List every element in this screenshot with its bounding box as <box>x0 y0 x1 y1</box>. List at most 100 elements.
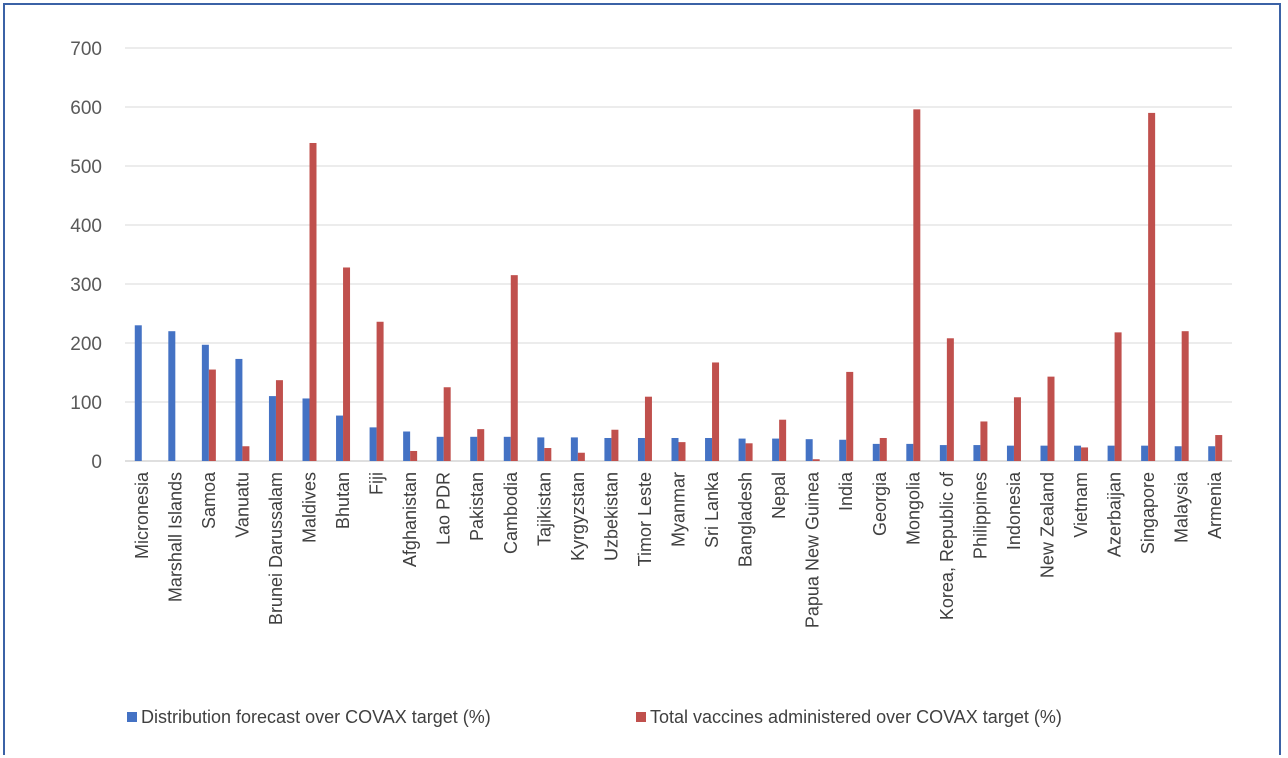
bar-distribution <box>235 358 243 461</box>
bar-distribution <box>134 325 142 461</box>
bar-distribution <box>906 443 914 461</box>
bar-distribution <box>1141 445 1149 461</box>
bar-distribution <box>1107 445 1115 461</box>
bar-distribution <box>369 427 377 461</box>
x-category-label: Cambodia <box>501 471 521 554</box>
bar-distribution <box>872 443 880 461</box>
legend-label: Total vaccines administered over COVAX t… <box>650 707 1062 727</box>
legend-label: Distribution forecast over COVAX target … <box>141 707 491 727</box>
bar-distribution <box>302 398 310 461</box>
bar-administered <box>879 437 887 461</box>
bar-administered <box>1081 447 1089 461</box>
x-category-label: Kyrgyzstan <box>568 472 588 561</box>
x-category-label: Afghanistan <box>400 472 420 567</box>
bar-distribution <box>1006 445 1014 461</box>
bar-distribution <box>939 445 947 461</box>
x-category-label: Myanmar <box>669 472 689 547</box>
x-category-label: Sri Lanka <box>702 471 722 548</box>
bar-administered <box>745 443 753 461</box>
x-category-label: Micronesia <box>132 471 152 559</box>
bar-distribution <box>738 438 746 461</box>
bar-administered <box>376 321 384 461</box>
y-tick-label: 300 <box>70 275 102 296</box>
bar-administered <box>812 459 820 461</box>
bar-administered <box>510 275 518 461</box>
x-category-label: Georgia <box>870 471 890 536</box>
y-tick-label: 0 <box>91 452 102 473</box>
bar-administered <box>980 421 988 461</box>
gridlines <box>125 47 1232 462</box>
bar-distribution <box>403 431 411 461</box>
x-category-label: India <box>836 471 856 511</box>
y-tick-label: 700 <box>70 39 102 60</box>
y-tick-label: 400 <box>70 216 102 237</box>
bar-distribution <box>570 437 578 461</box>
bar-distribution <box>1174 446 1182 461</box>
legend-swatch <box>127 712 137 722</box>
bar-administered <box>477 429 485 461</box>
bar-administered <box>343 267 351 461</box>
x-category-label: Pakistan <box>467 472 487 541</box>
bar-distribution <box>973 445 981 461</box>
bar-administered <box>309 142 317 462</box>
y-axis-tick-labels: 0 100 200 300 400 500 600 700 <box>70 39 102 473</box>
bar-administered <box>644 396 652 461</box>
bar-distribution <box>604 437 612 461</box>
x-category-label: Korea, Republic of <box>937 471 957 620</box>
x-category-label: Maldives <box>300 472 320 543</box>
bar-distribution <box>1040 445 1048 461</box>
bar-distribution <box>537 437 545 461</box>
legend-swatch <box>636 712 646 722</box>
bars <box>134 109 1223 462</box>
x-category-label: New Zealand <box>1038 472 1058 578</box>
bar-administered <box>275 380 283 461</box>
bar-distribution <box>470 436 478 461</box>
x-category-label: Tajikistan <box>534 472 554 546</box>
bar-distribution <box>168 331 176 461</box>
y-tick-label: 600 <box>70 98 102 119</box>
chart-frame <box>3 3 1281 755</box>
bar-administered <box>846 371 854 461</box>
y-tick-label: 500 <box>70 157 102 178</box>
x-category-label: Vanuatu <box>232 472 252 538</box>
bar-administered <box>1148 112 1156 462</box>
x-category-label: Fiji <box>367 472 387 495</box>
bar-distribution <box>705 437 713 461</box>
bar-distribution <box>201 344 209 461</box>
x-category-label: Marshall Islands <box>165 472 185 602</box>
bar-distribution <box>268 396 276 461</box>
x-category-label: Brunei Darussalam <box>266 472 286 625</box>
x-category-label: Philippines <box>970 472 990 559</box>
x-category-label: Nepal <box>769 472 789 519</box>
bar-distribution <box>839 439 847 461</box>
bar-administered <box>712 362 720 461</box>
x-category-label: Uzbekistan <box>601 472 621 561</box>
bar-administered <box>1114 332 1122 461</box>
bar-administered <box>1047 376 1055 461</box>
y-tick-label: 200 <box>70 334 102 355</box>
bar-administered <box>1013 397 1021 461</box>
bar-distribution <box>336 415 344 461</box>
bar-distribution <box>503 436 511 461</box>
bar-distribution <box>805 439 813 461</box>
bar-administered <box>913 109 921 462</box>
bar-administered <box>946 338 954 461</box>
x-category-label: Bhutan <box>333 472 353 529</box>
x-category-label: Indonesia <box>1004 471 1024 550</box>
x-category-label: Timor Leste <box>635 472 655 566</box>
bar-administered <box>678 442 686 461</box>
bar-distribution <box>772 438 780 461</box>
bar-administered <box>611 429 619 461</box>
x-category-label: Mongolia <box>903 471 923 545</box>
bar-administered <box>410 450 418 461</box>
bar-administered <box>208 369 216 461</box>
bar-distribution <box>1208 446 1216 461</box>
x-category-label: Bangladesh <box>736 472 756 567</box>
bar-administered <box>779 419 787 461</box>
bar-distribution <box>1074 445 1082 461</box>
bar-distribution <box>637 437 645 461</box>
legend: Distribution forecast over COVAX target … <box>127 707 1062 727</box>
bar-administered <box>577 452 585 461</box>
x-axis-category-labels: Micronesia Marshall Islands Samoa Vanuatu Br… <box>132 471 1225 628</box>
